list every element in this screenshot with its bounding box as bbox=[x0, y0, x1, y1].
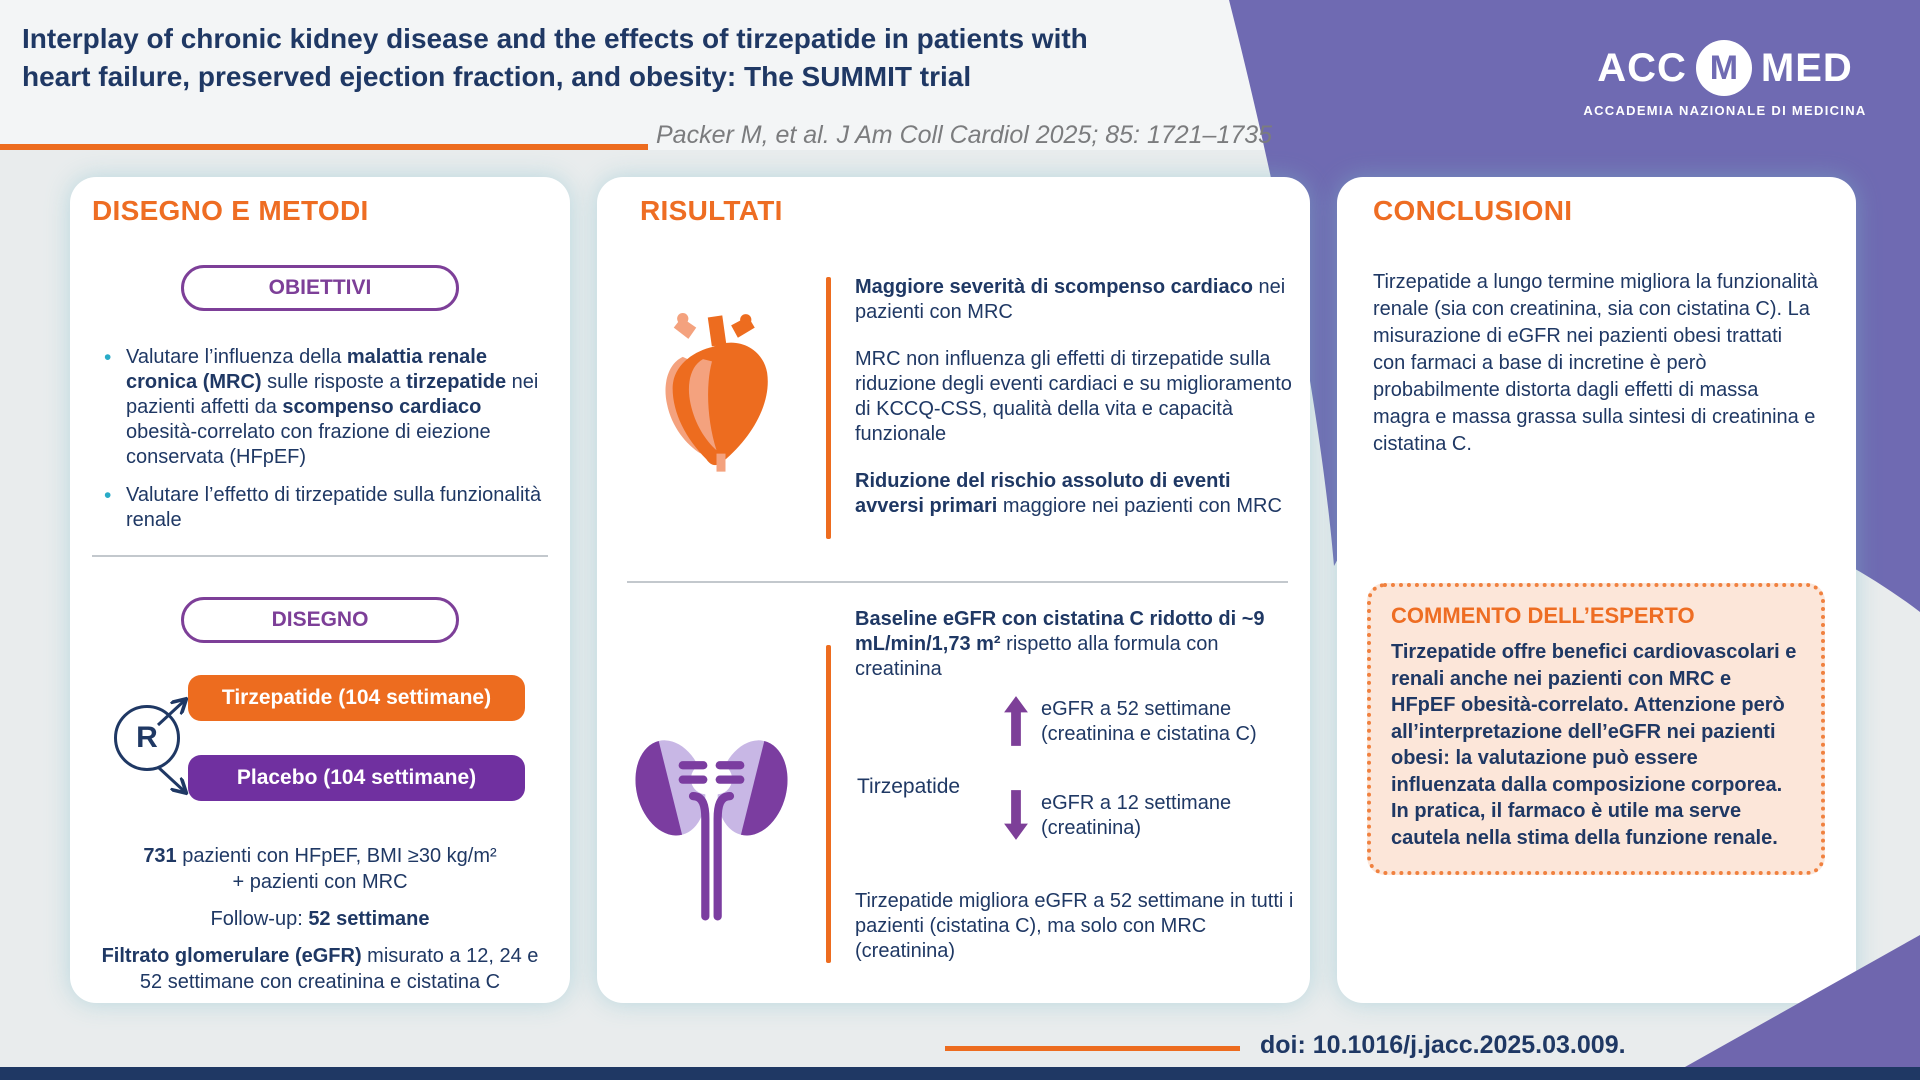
header-divider-rule bbox=[0, 144, 648, 150]
expert-comment-title: COMMENTO DELL’ESPERTO bbox=[1391, 603, 1695, 628]
randomization-arrows-icon bbox=[156, 689, 194, 803]
conclusions-paragraph: Tirzepatide a lungo termine migliora la … bbox=[1373, 271, 1819, 455]
accmed-logo: ACC M MED ACCADEMIA NAZIONALE DI MEDICIN… bbox=[1580, 40, 1870, 118]
page-title-line1: Interplay of chronic kidney disease and … bbox=[22, 23, 1088, 54]
expert-comment-box: COMMENTO DELL’ESPERTO Tirzepatide offre … bbox=[1367, 583, 1825, 875]
results-divider bbox=[627, 581, 1288, 583]
conclusions-title: CONCLUSIONI bbox=[1373, 195, 1573, 226]
doi-text: doi: 10.1016/j.jacc.2025.03.009. bbox=[1260, 1031, 1626, 1059]
results-top-text: Maggiore severità di scompenso cardiaco … bbox=[855, 275, 1295, 541]
results-bottom-p2: Tirzepatide migliora eGFR a 52 settimane… bbox=[855, 890, 1294, 962]
patients-stat: 731 pazienti con HFpEF, BMI ≥30 kg/m² + … bbox=[70, 843, 570, 895]
page-title-line2: heart failure, preserved ejection fracti… bbox=[22, 61, 972, 92]
objectives-list: Valutare l’influenza della malattia rena… bbox=[98, 345, 550, 546]
expert-comment-body: Tirzepatide offre benefici cardiovascola… bbox=[1391, 641, 1797, 849]
arm-placebo-box: Placebo (104 settimane) bbox=[188, 755, 525, 801]
results-bottom-p1: Baseline eGFR con cistatina C ridotto di… bbox=[855, 608, 1265, 680]
design-methods-card: DISEGNO E METODI OBIETTIVI Valutare l’in… bbox=[70, 177, 570, 1003]
results-title: RISULTATI bbox=[640, 195, 783, 226]
objective-item-1: Valutare l’influenza della malattia rena… bbox=[98, 345, 550, 470]
arrow-up-icon bbox=[1004, 696, 1028, 746]
objective-item-2: Valutare l’effetto di tirzepatide sulla … bbox=[98, 483, 550, 533]
design-pill: DISEGNO bbox=[181, 597, 459, 643]
results-top-p3: Riduzione del rischio assoluto di eventi… bbox=[855, 470, 1282, 517]
page-title: Interplay of chronic kidney disease and … bbox=[22, 20, 1272, 96]
logo-med-text: MED bbox=[1760, 45, 1853, 90]
tirzepatide-label: Tirzepatide bbox=[857, 775, 961, 798]
results-card: RISULTATI Maggiore severità di scompenso… bbox=[597, 177, 1310, 1003]
results-bottom-rule bbox=[826, 645, 831, 963]
logo-subtitle: ACCADEMIA NAZIONALE DI MEDICINA bbox=[1583, 103, 1867, 118]
logo-m-badge-icon: M bbox=[1695, 40, 1752, 96]
kidneys-icon bbox=[635, 740, 788, 921]
results-top-p1: Maggiore severità di scompenso cardiaco … bbox=[855, 276, 1286, 323]
results-top-p2: MRC non influenza gli effetti di tirzepa… bbox=[855, 348, 1292, 445]
results-top-rule bbox=[826, 277, 831, 539]
accmed-logo-row: ACC M MED bbox=[1580, 40, 1870, 96]
design-divider bbox=[92, 555, 548, 557]
heart-icon bbox=[665, 313, 768, 472]
followup-stat: Follow-up: 52 settimane bbox=[210, 908, 430, 930]
arm-tirzepatide-box: Tirzepatide (104 settimane) bbox=[188, 675, 525, 721]
patients-stat-line1: 731 pazienti con HFpEF, BMI ≥30 kg/m² bbox=[143, 845, 497, 867]
footer-rule bbox=[945, 1046, 1240, 1051]
design-methods-title: DISEGNO E METODI bbox=[92, 195, 369, 226]
randomization-circle: R bbox=[114, 705, 180, 771]
citation-text: Packer M, et al. J Am Coll Cardiol 2025;… bbox=[656, 121, 1273, 149]
egfr-down-text: eGFR a 12 settimane (creatinina) bbox=[1041, 792, 1232, 839]
egfr-up-text: eGFR a 52 settimane (creatinina e cistat… bbox=[1041, 698, 1257, 745]
logo-acc-text: ACC bbox=[1597, 45, 1687, 90]
conclusions-card: CONCLUSIONI Tirzepatide a lungo termine … bbox=[1337, 177, 1856, 1003]
arrow-down-icon bbox=[1004, 790, 1028, 840]
egfr-measurement-stat: Filtrato glomerulare (eGFR) misurato a 1… bbox=[101, 945, 539, 993]
patients-stat-line2: + pazienti con MRC bbox=[232, 871, 408, 893]
footer-navy-bar bbox=[0, 1067, 1920, 1080]
objectives-pill: OBIETTIVI bbox=[181, 265, 459, 311]
